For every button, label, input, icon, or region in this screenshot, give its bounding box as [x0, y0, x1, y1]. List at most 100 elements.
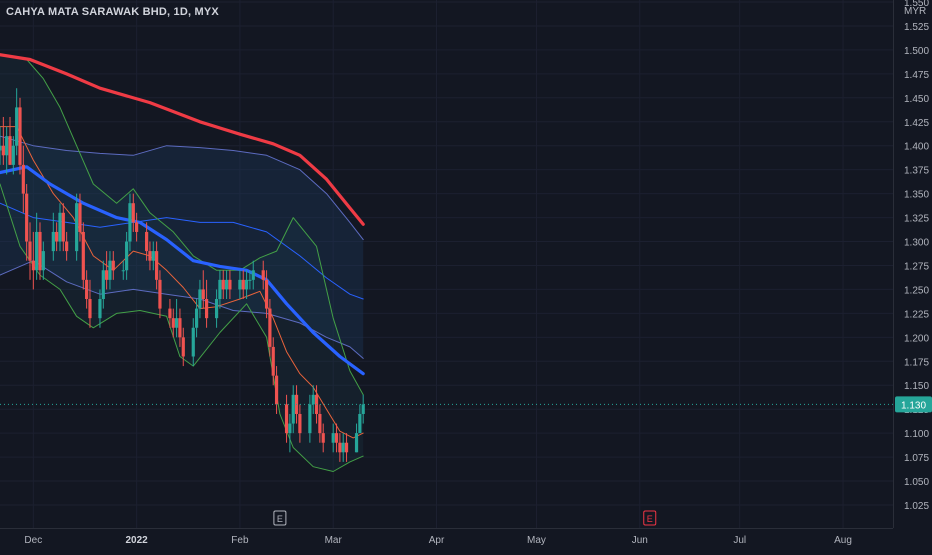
candle-body[interactable] [158, 279, 162, 309]
candle-body[interactable] [224, 279, 229, 290]
candle-body[interactable] [171, 318, 175, 328]
candle-body[interactable] [251, 270, 255, 280]
earnings-markers[interactable]: EEE [0, 510, 657, 526]
candle-body[interactable] [1, 145, 5, 156]
candle-body[interactable] [238, 279, 242, 290]
currency-label: MYR [904, 6, 926, 17]
price-tick-label: 1.250 [904, 285, 929, 296]
candle-body[interactable] [308, 404, 312, 434]
candle-body[interactable] [128, 203, 132, 242]
candle-body[interactable] [241, 279, 245, 290]
candle-body[interactable] [178, 318, 182, 338]
candle-body[interactable] [331, 433, 335, 443]
candle-body[interactable] [121, 270, 125, 272]
candle-body[interactable] [354, 433, 359, 453]
candlesticks[interactable] [0, 88, 365, 462]
candle-body[interactable] [198, 289, 202, 309]
earnings-marker[interactable]: E [643, 510, 657, 526]
candle-body[interactable] [55, 231, 59, 242]
candle-body[interactable] [204, 299, 209, 319]
candle-body[interactable] [155, 251, 159, 280]
candle-body[interactable] [108, 260, 112, 280]
candle-body[interactable] [61, 212, 65, 242]
candle-body[interactable] [5, 136, 9, 156]
candle-body[interactable] [38, 231, 42, 271]
price-tick-label: 1.500 [904, 46, 929, 57]
candle-body[interactable] [41, 251, 45, 271]
price-tick-label: 1.525 [904, 22, 929, 33]
candle-body[interactable] [288, 423, 292, 434]
candle-body[interactable] [151, 251, 155, 261]
candle-body[interactable] [228, 279, 232, 290]
candle-body[interactable] [341, 442, 345, 453]
candle-body[interactable] [284, 404, 289, 434]
time-tick-label: Feb [231, 535, 249, 546]
candle-body[interactable] [221, 279, 225, 290]
candle-body[interactable] [248, 279, 252, 281]
candle-body[interactable] [318, 413, 322, 434]
earnings-marker-box[interactable] [273, 510, 287, 526]
symbol-title[interactable]: CAHYA MATA SARAWAK BHD, 1D, MYX [6, 6, 219, 18]
candle-body[interactable] [98, 299, 102, 319]
candle-body[interactable] [358, 413, 362, 434]
earnings-marker[interactable]: E [273, 510, 287, 526]
candle-body[interactable] [111, 260, 115, 271]
candle-body[interactable] [75, 203, 79, 252]
candle-body[interactable] [125, 241, 129, 271]
candle-body[interactable] [65, 241, 69, 252]
candle-body[interactable] [8, 136, 12, 165]
candle-body[interactable] [194, 308, 199, 328]
candle-body[interactable] [334, 433, 339, 443]
candle-body[interactable] [321, 433, 325, 443]
candle-body[interactable] [28, 241, 32, 261]
candle-body[interactable] [218, 279, 222, 300]
candle-body[interactable] [78, 203, 82, 232]
candle-body[interactable] [181, 337, 185, 357]
candle-body[interactable] [344, 442, 349, 453]
candle-body[interactable] [131, 203, 135, 223]
candle-body[interactable] [271, 346, 275, 376]
candle-body[interactable] [201, 289, 205, 300]
time-axis[interactable]: Dec 2022 Feb Mar Apr May Jun Jul Aug [0, 528, 893, 547]
candle-body[interactable] [58, 212, 62, 242]
candle-body[interactable] [81, 231, 85, 280]
candle-body[interactable] [88, 299, 92, 319]
candle-body[interactable] [244, 279, 249, 290]
price-tick-label: 1.175 [904, 357, 929, 368]
candle-body[interactable] [0, 145, 2, 151]
candle-body[interactable] [145, 231, 149, 252]
candle-body[interactable] [261, 270, 265, 280]
candle-body[interactable] [175, 318, 179, 328]
candle-body[interactable] [85, 279, 89, 300]
candle-body[interactable] [25, 193, 29, 242]
price-tick-label: 1.375 [904, 166, 929, 177]
candle-body[interactable] [31, 260, 35, 271]
candle-body[interactable] [51, 231, 55, 252]
earnings-marker-box[interactable] [643, 510, 657, 526]
candle-body[interactable] [11, 145, 15, 165]
candle-body[interactable] [361, 404, 365, 414]
candle-body[interactable] [291, 394, 295, 424]
price-tick-label: 1.300 [904, 238, 929, 249]
candle-body[interactable] [168, 308, 172, 319]
candle-body[interactable] [135, 222, 139, 232]
candle-body[interactable] [298, 413, 302, 434]
candle-body[interactable] [15, 107, 19, 146]
candle-body[interactable] [268, 308, 272, 347]
candle-body[interactable] [148, 251, 152, 261]
candle-body[interactable] [311, 394, 315, 405]
candle-body[interactable] [191, 327, 195, 357]
candle-body[interactable] [338, 442, 342, 453]
candle-body[interactable] [264, 279, 269, 309]
candle-body[interactable] [274, 375, 279, 405]
candle-body[interactable] [21, 164, 25, 194]
candle-body[interactable] [101, 270, 105, 300]
candle-body[interactable] [105, 270, 109, 280]
candle-body[interactable] [18, 107, 22, 165]
price-tick-label: 1.200 [904, 333, 929, 344]
time-tick-label: Apr [429, 535, 445, 546]
candle-body[interactable] [214, 299, 219, 319]
candle-body[interactable] [35, 231, 39, 271]
